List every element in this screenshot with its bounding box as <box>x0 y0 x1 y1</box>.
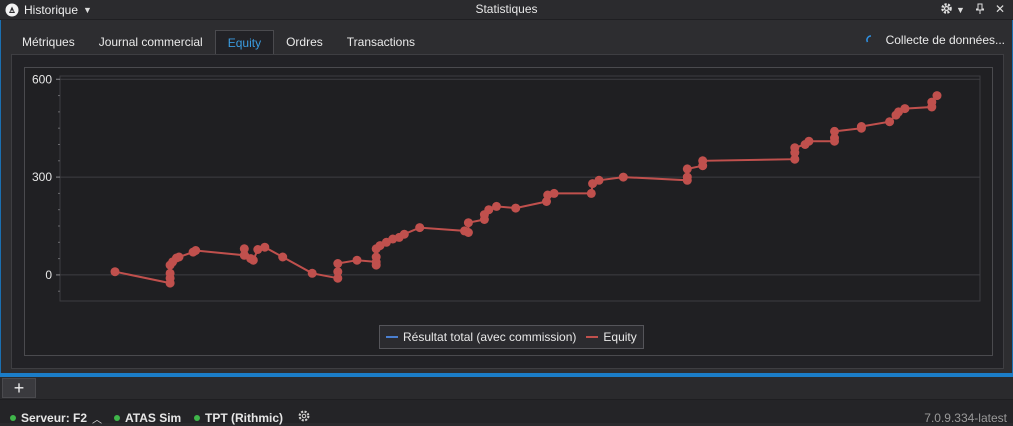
equity-point <box>333 267 343 277</box>
equity-panel: 0 300 600 Résultat total (avec commission)… <box>11 54 1004 369</box>
equity-point <box>371 252 381 262</box>
legend-swatch <box>386 336 398 338</box>
equity-point <box>463 218 473 228</box>
equity-point <box>682 164 692 174</box>
equity-point <box>618 172 628 182</box>
equity-point <box>260 242 270 252</box>
gear-icon <box>940 2 952 14</box>
chart-svg: 0 300 600 <box>32 72 981 302</box>
y-tick-label: 0 <box>45 268 52 282</box>
equity-point <box>698 156 708 166</box>
connection-label: ATAS Sim <box>125 411 182 425</box>
app-menu-label: Historique <box>24 2 79 17</box>
equity-point <box>549 188 559 198</box>
equity-point <box>492 201 501 211</box>
equity-point <box>885 117 895 127</box>
equity-point <box>307 268 317 278</box>
loading-spinner-icon <box>865 35 871 43</box>
equity-point <box>463 228 473 237</box>
equity-point <box>790 154 800 164</box>
workspace-tab-bar: + <box>0 377 1013 400</box>
app-menu-button[interactable]: Historique ▼ <box>5 1 92 18</box>
window-title: Statistiques <box>475 2 538 16</box>
equity-point <box>586 188 596 198</box>
legend-item[interactable]: Résultat total (avec commission) <box>386 330 576 344</box>
equity-point <box>399 229 409 239</box>
equity-point <box>927 97 937 107</box>
equity-point <box>830 133 839 143</box>
equity-point <box>248 255 258 265</box>
y-tick-label: 300 <box>32 170 52 184</box>
connection-dot-icon <box>10 415 16 421</box>
equity-point <box>511 203 521 213</box>
statistics-window: Métriques Journal commercial Equity Ordr… <box>0 20 1013 374</box>
equity-point <box>804 136 814 146</box>
pin-icon[interactable] <box>975 0 985 18</box>
equity-point <box>253 245 263 254</box>
tab-ordres[interactable]: Ordres <box>286 35 323 49</box>
plus-icon: + <box>13 378 25 398</box>
legend-item[interactable]: Equity <box>586 330 637 344</box>
settings-menu-button[interactable]: ▼ <box>940 0 965 19</box>
data-collection-status: Collecte de données... <box>865 33 1005 47</box>
tab-metriques[interactable]: Métriques <box>22 35 75 49</box>
status-bar: Serveur: F2 ︿ ATAS Sim TPT (Rithmic) 7.0… <box>0 400 1013 426</box>
equity-point <box>932 91 942 101</box>
equity-point <box>856 122 866 131</box>
equity-point <box>110 267 120 277</box>
equity-chart: 0 300 600 Résultat total (avec commission)… <box>24 67 993 356</box>
title-bar: Historique ▼ Statistiques ▼ ✕ <box>0 0 1013 20</box>
caret-down-icon: ▼ <box>956 4 965 15</box>
tab-bar: Métriques Journal commercial Equity Ordr… <box>10 30 427 54</box>
equity-point <box>174 252 184 262</box>
caret-down-icon: ▼ <box>83 4 92 15</box>
chart-legend: Résultat total (avec commission) Equity <box>379 325 644 349</box>
equity-point <box>484 205 494 215</box>
version-label: 7.0.9.334-latest <box>924 411 1007 425</box>
equity-point <box>333 273 343 283</box>
window-controls: ▼ ✕ <box>940 0 1005 18</box>
equity-point <box>415 223 425 233</box>
equity-point <box>333 259 343 268</box>
equity-point <box>239 244 249 254</box>
legend-swatch <box>586 336 599 338</box>
close-icon[interactable]: ✕ <box>994 2 1005 16</box>
atas-logo-icon <box>5 3 19 16</box>
chevron-up-icon[interactable]: ︿ <box>92 415 102 426</box>
collect-status-label: Collecte de données... <box>885 33 1005 47</box>
legend-label: Résultat total (avec commission) <box>403 330 577 344</box>
equity-point <box>830 126 839 136</box>
server-label: Serveur: F2 <box>21 411 88 425</box>
add-tab-button[interactable]: + <box>2 378 36 398</box>
tab-transactions[interactable]: Transactions <box>346 35 416 49</box>
server-status[interactable]: Serveur: F2 <box>10 411 87 425</box>
connection-atas-sim[interactable]: ATAS Sim <box>114 411 181 425</box>
equity-point <box>371 260 381 270</box>
equity-point <box>682 172 692 182</box>
connection-tpt-rithmic[interactable]: TPT (Rithmic) <box>194 411 283 425</box>
equity-point <box>594 175 604 185</box>
equity-point <box>278 252 288 262</box>
connection-label: TPT (Rithmic) <box>205 411 283 425</box>
equity-point <box>790 143 800 153</box>
gear-icon[interactable] <box>297 409 311 423</box>
connection-dot-icon <box>194 415 200 421</box>
tab-journal-commercial[interactable]: Journal commercial <box>98 35 203 49</box>
equity-point <box>191 246 201 255</box>
plot-area <box>59 75 981 302</box>
equity-point <box>352 255 362 265</box>
legend-label: Equity <box>603 330 637 344</box>
accent-divider <box>0 373 1013 377</box>
tab-equity[interactable]: Equity <box>214 30 275 54</box>
connection-dot-icon <box>114 415 120 421</box>
equity-point <box>165 268 175 278</box>
y-tick-label: 600 <box>32 72 52 86</box>
equity-point <box>900 104 910 114</box>
